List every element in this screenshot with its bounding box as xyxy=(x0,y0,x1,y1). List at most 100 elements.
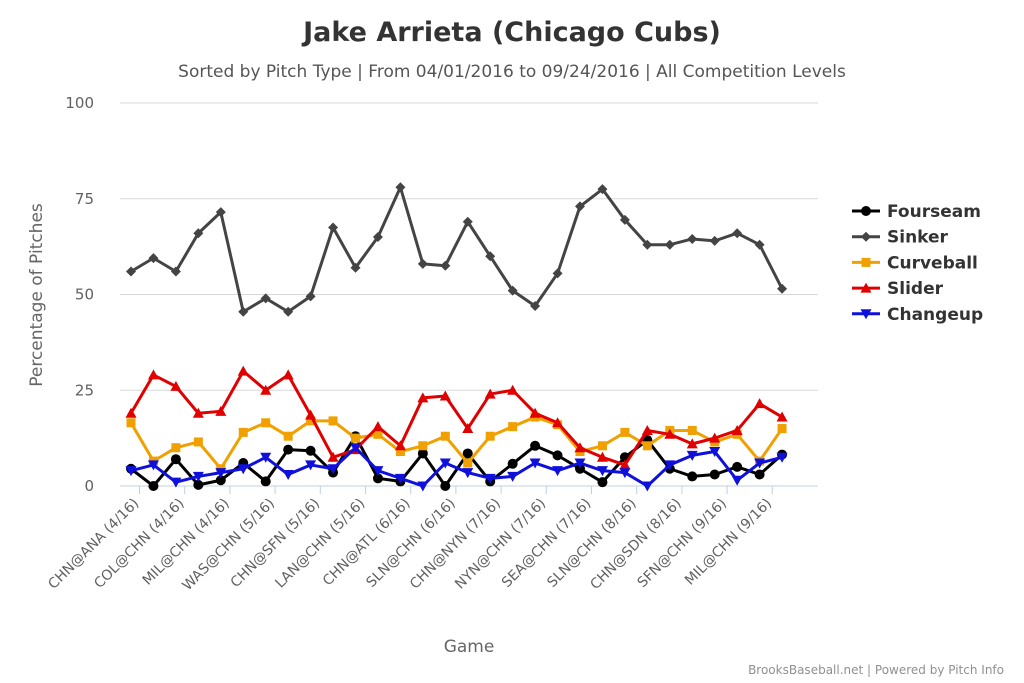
changeup-point[interactable] xyxy=(664,460,676,471)
fourseam-point[interactable] xyxy=(193,479,204,490)
fourseam-point[interactable] xyxy=(575,463,585,474)
fourseam-point[interactable] xyxy=(732,461,743,472)
slider-point[interactable] xyxy=(394,440,406,451)
sinker-point[interactable] xyxy=(754,239,765,250)
sinker-point[interactable] xyxy=(417,258,428,269)
curveball-point[interactable] xyxy=(283,431,293,441)
changeup-point[interactable] xyxy=(709,447,721,458)
curveball-point[interactable] xyxy=(238,427,248,437)
sinker-point[interactable] xyxy=(350,262,361,273)
slider-point[interactable] xyxy=(529,407,541,418)
curveball-point[interactable] xyxy=(351,433,360,443)
changeup-point[interactable] xyxy=(350,443,361,454)
changeup-point[interactable] xyxy=(237,464,249,475)
curveball-point[interactable] xyxy=(463,458,473,468)
changeup-point[interactable] xyxy=(282,470,294,481)
legend-item-sinker[interactable]: Sinker xyxy=(852,228,949,248)
sinker-point[interactable] xyxy=(215,207,226,218)
slider-point[interactable] xyxy=(754,398,766,409)
curveball-point[interactable] xyxy=(485,431,495,441)
sinker-point[interactable] xyxy=(238,306,249,317)
credits[interactable]: BrooksBaseball.net | Powered by Pitch In… xyxy=(748,663,1004,677)
slider-point[interactable] xyxy=(439,390,451,401)
sinker-point[interactable] xyxy=(328,222,339,233)
changeup-point[interactable] xyxy=(260,452,272,463)
slider-point[interactable] xyxy=(372,421,384,432)
changeup-point[interactable] xyxy=(394,473,406,484)
slider-point[interactable] xyxy=(417,392,429,403)
sinker-point[interactable] xyxy=(305,291,316,302)
changeup-point[interactable] xyxy=(170,477,182,488)
sinker-point[interactable] xyxy=(664,239,675,250)
slider-point[interactable] xyxy=(327,451,339,462)
changeup-point[interactable] xyxy=(552,466,564,477)
fourseam-point[interactable] xyxy=(417,448,428,459)
sinker-point[interactable] xyxy=(440,260,451,271)
slider-point[interactable] xyxy=(641,424,653,435)
slider-point[interactable] xyxy=(507,384,519,395)
curveball-point[interactable] xyxy=(597,441,607,451)
changeup-point[interactable] xyxy=(529,458,541,469)
fourseam-point[interactable] xyxy=(170,454,181,465)
slider-point[interactable] xyxy=(664,428,676,439)
sinker-point[interactable] xyxy=(552,268,563,279)
curveball-point[interactable] xyxy=(193,437,203,447)
fourseam-point[interactable] xyxy=(597,477,608,488)
curveball-point[interactable] xyxy=(642,441,652,451)
slider-point[interactable] xyxy=(484,388,496,399)
legend-item-curveball[interactable]: Curveball xyxy=(852,253,978,273)
sinker-point[interactable] xyxy=(170,266,181,277)
changeup-point[interactable] xyxy=(125,466,137,477)
curveball-point[interactable] xyxy=(418,441,428,451)
curveball-point[interactable] xyxy=(171,443,181,453)
fourseam-point[interactable] xyxy=(305,445,316,456)
changeup-point[interactable] xyxy=(147,460,159,471)
slider-point[interactable] xyxy=(237,365,249,376)
curveball-point[interactable] xyxy=(440,431,450,441)
sinker-point[interactable] xyxy=(687,233,698,244)
slider-point[interactable] xyxy=(731,424,743,435)
fourseam-point[interactable] xyxy=(440,481,451,491)
sinker-point[interactable] xyxy=(126,266,136,277)
sinker-point[interactable] xyxy=(260,293,271,304)
changeup-point[interactable] xyxy=(462,468,474,479)
sinker-point[interactable] xyxy=(777,283,788,294)
slider-point[interactable] xyxy=(170,380,182,391)
changeup-point[interactable] xyxy=(372,466,384,477)
sinker-point[interactable] xyxy=(148,253,159,264)
changeup-point[interactable] xyxy=(305,460,317,471)
sinker-point[interactable] xyxy=(283,306,294,317)
fourseam-point[interactable] xyxy=(552,450,563,461)
slider-point[interactable] xyxy=(596,451,608,462)
slider-point[interactable] xyxy=(552,417,564,428)
sinker-point[interactable] xyxy=(732,228,743,239)
slider-point[interactable] xyxy=(462,423,474,434)
fourseam-point[interactable] xyxy=(260,476,271,487)
fourseam-point[interactable] xyxy=(687,471,698,482)
changeup-point[interactable] xyxy=(192,471,204,482)
slider-point[interactable] xyxy=(147,369,159,380)
changeup-point[interactable] xyxy=(619,468,631,479)
slider-point[interactable] xyxy=(260,384,272,395)
sinker-point[interactable] xyxy=(462,216,473,227)
fourseam-point[interactable] xyxy=(507,458,518,469)
changeup-point[interactable] xyxy=(507,471,519,482)
sinker-point[interactable] xyxy=(709,235,720,246)
sinker-point[interactable] xyxy=(597,184,608,195)
curveball-point[interactable] xyxy=(306,416,316,426)
sinker-point[interactable] xyxy=(507,285,518,296)
curveball-point[interactable] xyxy=(687,425,697,435)
legend-item-fourseam[interactable]: Fourseam xyxy=(852,202,981,222)
sinker-point[interactable] xyxy=(395,182,406,193)
changeup-point[interactable] xyxy=(686,450,698,461)
legend-item-changeup[interactable]: Changeup xyxy=(852,305,983,325)
changeup-point[interactable] xyxy=(596,466,608,477)
fourseam-point[interactable] xyxy=(462,448,473,459)
slider-point[interactable] xyxy=(192,407,204,418)
slider-point[interactable] xyxy=(305,409,317,420)
slider-point[interactable] xyxy=(776,411,788,422)
changeup-point[interactable] xyxy=(776,452,788,463)
sinker-point[interactable] xyxy=(642,239,653,250)
slider-point[interactable] xyxy=(619,459,631,470)
curveball-point[interactable] xyxy=(508,422,518,432)
